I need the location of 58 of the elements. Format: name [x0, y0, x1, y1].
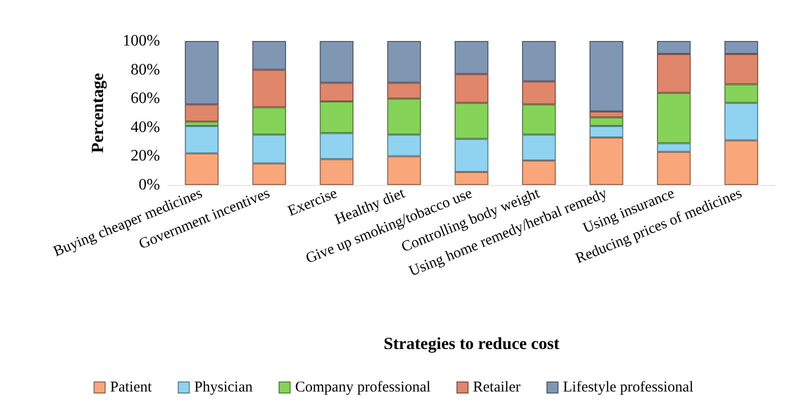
bar	[252, 41, 286, 70]
bar	[184, 104, 219, 122]
bar	[387, 98, 421, 135]
y-tick-label: 100%	[122, 32, 160, 50]
bar	[454, 172, 488, 185]
bar	[387, 156, 421, 185]
bar	[522, 160, 556, 185]
y-tick-label: 40%	[130, 118, 160, 136]
bar	[320, 101, 354, 134]
x-axis-title: Strategies to reduce cost	[384, 334, 560, 353]
bar	[454, 138, 488, 172]
bar	[590, 117, 624, 126]
bar	[184, 153, 219, 185]
bar	[387, 41, 421, 83]
bar	[320, 82, 354, 102]
bar	[184, 126, 219, 154]
y-axis-title: Percentage	[88, 72, 107, 153]
bar	[590, 137, 624, 185]
bar	[656, 143, 691, 152]
bar	[724, 140, 758, 185]
bar	[590, 112, 624, 118]
bar	[320, 41, 354, 83]
bar	[724, 84, 758, 103]
bar	[454, 74, 488, 103]
bar	[387, 134, 421, 156]
bar	[590, 126, 624, 138]
bar	[184, 41, 219, 104]
bar	[184, 122, 219, 126]
bar	[522, 41, 556, 82]
bar	[320, 133, 354, 160]
bar	[522, 104, 556, 135]
bar	[656, 41, 691, 54]
bar	[656, 54, 691, 93]
bar	[522, 81, 556, 104]
bar	[590, 41, 624, 112]
y-tick-label: 80%	[130, 61, 160, 78]
bar	[656, 92, 691, 144]
bar	[320, 159, 354, 185]
bar	[387, 82, 421, 99]
bar	[656, 152, 691, 185]
bar	[252, 134, 286, 164]
legend-label: Lifestyle professional	[562, 380, 694, 396]
bar	[724, 102, 758, 140]
bar	[724, 54, 758, 84]
y-tick-label: 60%	[130, 90, 160, 108]
legend-label: Company professional	[295, 380, 431, 396]
bar	[724, 41, 758, 54]
legend-label: Retailer	[473, 380, 520, 396]
y-tick-label: 20%	[130, 148, 160, 165]
legend-label: Patient	[110, 380, 153, 396]
bar	[252, 163, 286, 185]
bar	[454, 102, 488, 139]
y-tick-label: 0%	[138, 176, 160, 194]
legend-label: Physician	[194, 380, 254, 396]
bar	[252, 107, 286, 135]
bar	[522, 134, 556, 161]
bar	[252, 70, 286, 108]
bar	[454, 41, 488, 74]
